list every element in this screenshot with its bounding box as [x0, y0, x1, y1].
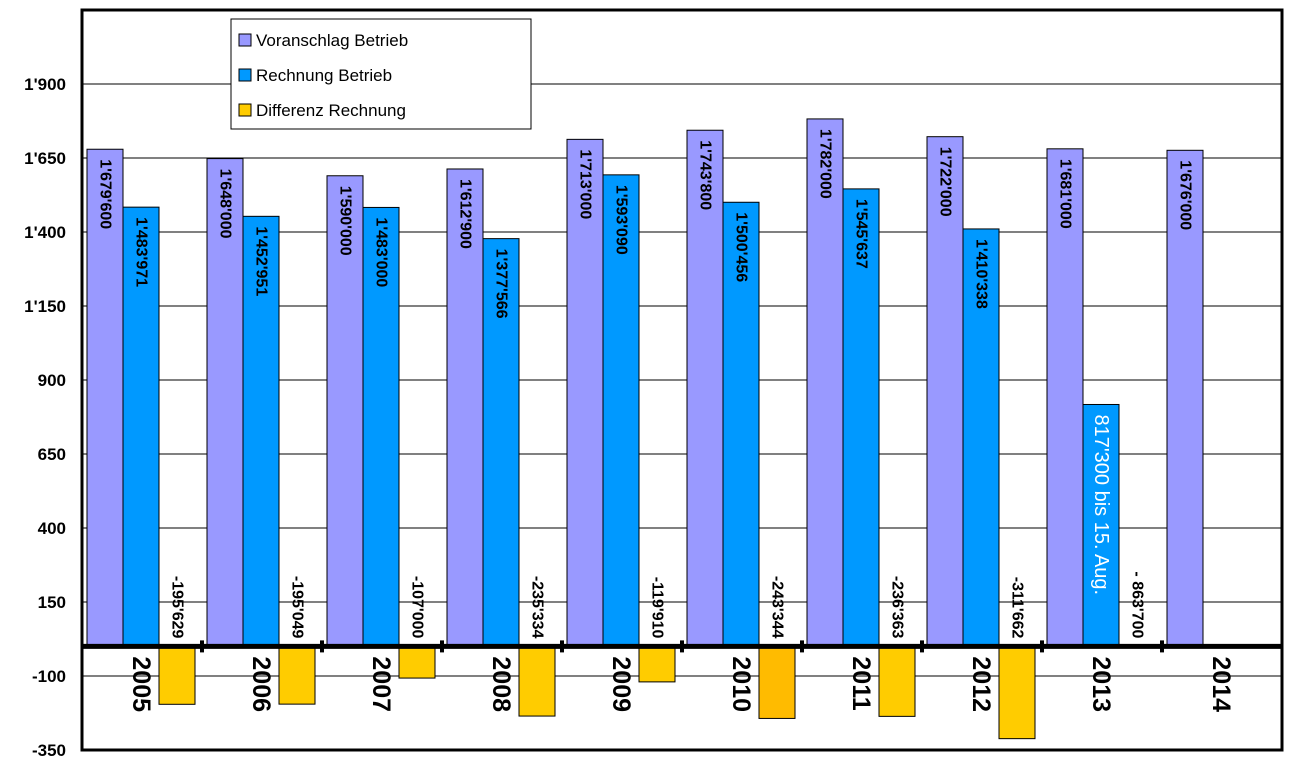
bar-rechnung-betrieb [842, 188, 880, 647]
data-label: 817'300 bis 15. Aug. [1090, 414, 1112, 595]
data-label: 1'500'456 [733, 212, 750, 282]
bar-differenz-rechnung [278, 645, 316, 705]
data-label: - 863'700 [1129, 571, 1146, 638]
data-label: -195'629 [169, 576, 186, 639]
bar-voranschlag-betrieb [326, 175, 364, 647]
y-tick-label: -350 [32, 741, 66, 760]
data-label: -235'334 [529, 576, 546, 639]
bar-differenz-rechnung [398, 645, 436, 679]
y-tick-label: 1'650 [24, 149, 66, 168]
legend-label: Rechnung Betrieb [256, 66, 392, 85]
data-label: 1'713'000 [577, 149, 594, 219]
data-label: 1'410'338 [973, 239, 990, 309]
data-label: 1'483'000 [373, 217, 390, 287]
data-label: 1'452'951 [253, 226, 270, 296]
legend-label: Voranschlag Betrieb [256, 31, 408, 50]
bar-differenz-rechnung [878, 645, 916, 717]
bar-voranschlag-betrieb [806, 118, 844, 647]
data-label: 1'612'900 [457, 179, 474, 249]
data-label: 1'593'090 [613, 185, 630, 255]
x-tick-label: 2007 [367, 656, 395, 712]
data-label: -311'662 [1009, 577, 1026, 639]
y-tick-label: 1'900 [24, 75, 66, 94]
bar-rechnung-betrieb [482, 238, 520, 647]
x-tick-label: 2010 [727, 656, 755, 712]
data-label: 1'590'000 [337, 186, 354, 256]
y-tick-label: 650 [38, 445, 66, 464]
legend-box [230, 18, 532, 130]
data-label: -107'000 [409, 576, 426, 639]
y-tick-label: 400 [38, 519, 66, 538]
zero-axis [82, 640, 1282, 653]
data-label: 1'722'000 [937, 147, 954, 217]
x-tick-label: 2006 [247, 656, 275, 712]
y-tick-label: 900 [38, 371, 66, 390]
plot-border [80, 8, 1284, 752]
x-tick-label: 2014 [1207, 656, 1235, 712]
bar-differenz-rechnung [518, 645, 556, 717]
bar-differenz-rechnung [158, 645, 196, 705]
data-label: 1'782'000 [817, 129, 834, 199]
y-tick-label: 150 [38, 593, 66, 612]
data-label: 1'679'600 [97, 159, 114, 229]
y-axis-tick-labels: -350 -100 150 400 650 900 1'150 1'400 1'650 1'900 [24, 75, 66, 760]
data-label: -236'363 [889, 576, 906, 639]
data-label: -119'910 [649, 577, 666, 639]
data-label: -195'049 [289, 576, 306, 639]
bar-voranschlag-betrieb [566, 138, 604, 647]
y-tick-label: -100 [32, 667, 66, 686]
x-tick-label: 2005 [127, 656, 155, 712]
legend-label: Differenz Rechnung [256, 101, 406, 120]
bar-rechnung-betrieb [962, 228, 1000, 647]
bar-rechnung-betrieb [362, 206, 400, 647]
x-tick-label: 2013 [1087, 656, 1115, 712]
data-label: 1'676'000 [1177, 160, 1194, 230]
x-tick-label: 2011 [847, 656, 875, 710]
bar-rechnung-betrieb [602, 174, 640, 647]
bar-rechnung-betrieb [722, 201, 760, 647]
bar-differenz-rechnung [638, 645, 676, 683]
x-tick-label: 2008 [487, 656, 515, 712]
y-tick-label: 1'400 [24, 223, 66, 242]
data-label: 1'545'637 [853, 199, 870, 269]
bar-differenz-rechnung [758, 645, 796, 719]
x-tick-label: 2009 [607, 656, 635, 712]
bar-rechnung-betrieb [122, 206, 160, 647]
data-label: 1'681'000 [1057, 159, 1074, 229]
bars-group [86, 118, 1204, 740]
data-label: 1'483'971 [133, 217, 150, 287]
x-tick-label: 2012 [967, 656, 995, 712]
data-labels: 1'679'600 1'648'000 1'590'000 1'612'900 1'71… [97, 129, 1194, 639]
bar-rechnung-betrieb [242, 215, 280, 647]
bar-rechnung-betrieb [1082, 403, 1120, 647]
bar-voranschlag-betrieb [1046, 148, 1084, 647]
legend-swatch [238, 68, 252, 82]
y-tick-label: 1'150 [24, 297, 66, 316]
data-label: 1'377'566 [493, 249, 510, 319]
legend: Voranschlag Betrieb Rechnung Betrieb Diffe… [230, 18, 532, 130]
data-label: 1'743'800 [697, 140, 714, 210]
legend-swatch [238, 103, 252, 117]
x-axis-tick-labels: 2005 2006 2007 2008 2009 2010 2011 2012 2013 2014 [127, 656, 1235, 712]
data-label: -243'344 [769, 576, 786, 639]
data-label: 1'648'000 [217, 169, 234, 239]
bar-differenz-rechnung [998, 645, 1036, 740]
legend-swatch [238, 33, 252, 47]
bar-voranschlag-betrieb [86, 148, 124, 647]
